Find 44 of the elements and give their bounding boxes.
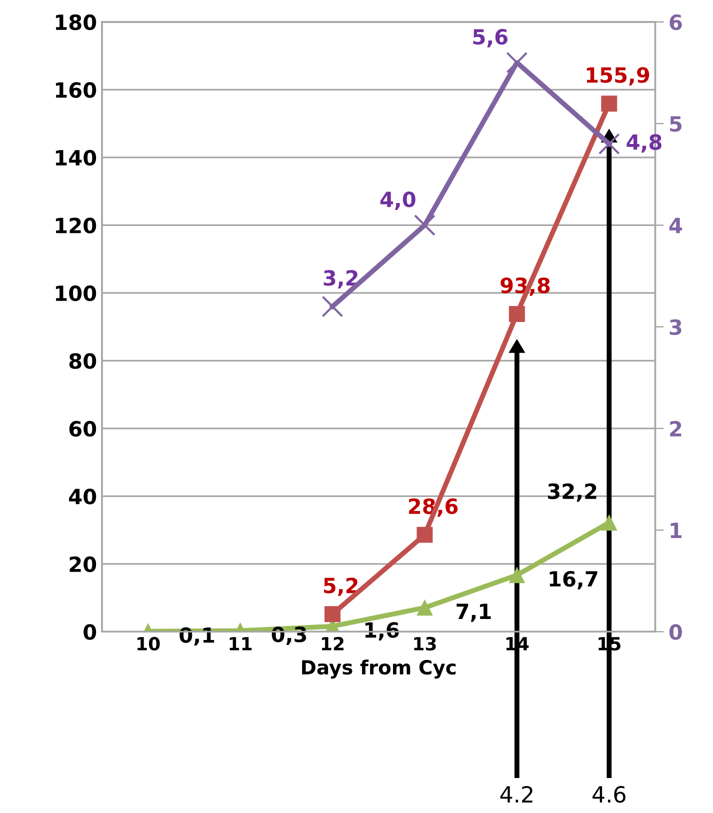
x-tick-label: 10: [138, 636, 160, 651]
point: [508, 306, 525, 322]
y-tick-label: 80: [69, 353, 96, 369]
data-label: 3,2: [324, 270, 358, 288]
data-label: 155,9: [586, 67, 650, 86]
y-tick-label: 140: [56, 150, 96, 166]
data-label: 5,2: [324, 578, 358, 596]
data-label: 7,1: [456, 604, 491, 622]
y-tick-label: 60: [69, 420, 96, 437]
x-tick-label: 12: [322, 636, 344, 650]
y-tick-label: 180: [56, 14, 96, 30]
point: [601, 96, 618, 112]
point: [601, 514, 618, 531]
x-axis-title: Days from Cyc: [302, 660, 456, 679]
y2-tick-label: 3: [670, 319, 682, 336]
point: [506, 52, 528, 74]
y-tick-label: 40: [69, 488, 96, 504]
point: [322, 296, 344, 318]
y2-tick-label: 1: [670, 522, 682, 538]
data-label: 16,7: [550, 570, 598, 590]
y-tick-label: 160: [56, 82, 96, 98]
y-tick-label: 120: [56, 218, 96, 234]
y2-tick-label: 5: [670, 116, 682, 132]
y-tick-label: 100: [56, 285, 96, 302]
point: [598, 133, 620, 155]
y-tick-label: 20: [70, 556, 96, 572]
y2-tick-label: 4: [669, 218, 682, 234]
y2-tick-label: 0: [669, 624, 682, 640]
text: 4.6: [592, 786, 626, 803]
y-tick-label: 0: [84, 624, 96, 640]
data-label: 4,0: [380, 192, 416, 210]
data-label: 4,8: [626, 134, 662, 153]
point: [416, 600, 433, 616]
data-label: 32,2: [548, 483, 596, 502]
y2-tick-label: 2: [670, 420, 682, 436]
y2-tick-label: 6: [670, 14, 682, 30]
x-tick-label: 11: [230, 637, 252, 650]
point: [416, 526, 433, 543]
point: [414, 214, 436, 236]
text: 4.2: [500, 786, 532, 802]
data-label: 5,6: [473, 28, 508, 48]
point: [324, 606, 340, 622]
point: [508, 567, 525, 584]
x-tick-label: 13: [414, 636, 436, 651]
